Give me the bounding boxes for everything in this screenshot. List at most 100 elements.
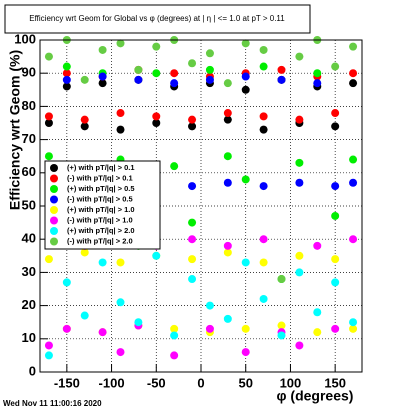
y-tick-label: 90 (22, 65, 36, 80)
point (331, 255, 340, 264)
point (44, 119, 53, 127)
legend-marker (50, 237, 58, 246)
legend-box (44, 160, 161, 250)
point (313, 308, 322, 317)
point (62, 75, 71, 84)
point (170, 351, 179, 360)
point (98, 328, 107, 337)
legend-label: (-) with pT/|q| > 0.5 (67, 194, 133, 203)
point (152, 251, 161, 260)
point (205, 65, 214, 74)
legend-label: (+) with pT/|q| > 0.1 (67, 163, 135, 172)
point (188, 275, 197, 284)
point (223, 79, 232, 88)
point (349, 178, 358, 187)
point (44, 112, 53, 121)
point (223, 241, 232, 250)
point (277, 65, 286, 74)
point (349, 42, 358, 51)
point (331, 109, 340, 118)
point (241, 39, 250, 48)
point (295, 268, 304, 277)
point (223, 115, 232, 124)
y-tick-label: 10 (22, 330, 36, 345)
point (188, 235, 197, 244)
point (44, 52, 53, 61)
point (62, 62, 71, 71)
point (223, 178, 232, 187)
y-tick-label: 50 (22, 197, 36, 212)
legend-marker (50, 164, 58, 172)
point (349, 324, 358, 333)
point (313, 328, 322, 337)
point (188, 255, 197, 264)
point (188, 122, 197, 131)
point (331, 278, 340, 287)
point (98, 45, 107, 54)
point (152, 112, 161, 121)
point (349, 155, 358, 164)
legend-marker (50, 195, 58, 204)
point (277, 321, 286, 330)
point (80, 75, 89, 84)
y-tick-label: 100 (14, 31, 36, 46)
point (98, 72, 107, 81)
point (205, 49, 214, 58)
point (259, 235, 268, 244)
point (80, 311, 89, 320)
point (170, 79, 179, 88)
point (223, 314, 232, 323)
point (259, 112, 268, 121)
point (62, 69, 71, 78)
x-axis-label: φ (degrees) (277, 388, 354, 404)
point (62, 324, 71, 333)
x-tick-label: 0 (197, 375, 204, 390)
point (277, 275, 286, 284)
point (80, 122, 89, 131)
point (170, 324, 179, 333)
point (80, 248, 89, 257)
title-box (4, 4, 311, 34)
point (223, 109, 232, 118)
point (331, 62, 340, 71)
point (62, 278, 71, 287)
legend-label: (+) with pT/|q| > 2.0 (67, 226, 135, 235)
point (313, 79, 322, 88)
y-tick-label: 30 (22, 264, 36, 279)
point (205, 301, 214, 310)
point (313, 69, 322, 78)
point (98, 258, 107, 267)
point (223, 248, 232, 257)
point (295, 52, 304, 61)
point (241, 72, 250, 81)
point (116, 258, 125, 267)
point (349, 318, 358, 327)
point (259, 294, 268, 303)
y-tick-label: 0 (29, 363, 36, 378)
point (295, 178, 304, 187)
legend-label: (-) with pT/|q| > 0.1 (67, 173, 133, 182)
point (205, 324, 214, 333)
legend-marker (50, 174, 58, 183)
point (277, 75, 286, 84)
point (259, 45, 268, 54)
chart-title: Efficiency wrt Geom for Global vs φ (deg… (29, 14, 285, 23)
point (331, 211, 340, 220)
point (259, 182, 268, 191)
point (241, 85, 250, 94)
point (259, 62, 268, 71)
point (116, 298, 125, 307)
point (205, 75, 214, 84)
point (152, 119, 161, 127)
point (188, 218, 197, 227)
point (134, 65, 143, 74)
frame (39, 39, 363, 373)
legend-label: (-) with pT/|q| > 2.0 (67, 236, 133, 245)
point (170, 69, 179, 78)
x-tick-label: 100 (280, 375, 302, 390)
point (295, 341, 304, 350)
point (331, 182, 340, 191)
legend-label: (+) with pT/|q| > 0.5 (67, 184, 135, 193)
legend-label: (+) with pT/|q| > 1.0 (67, 205, 135, 214)
